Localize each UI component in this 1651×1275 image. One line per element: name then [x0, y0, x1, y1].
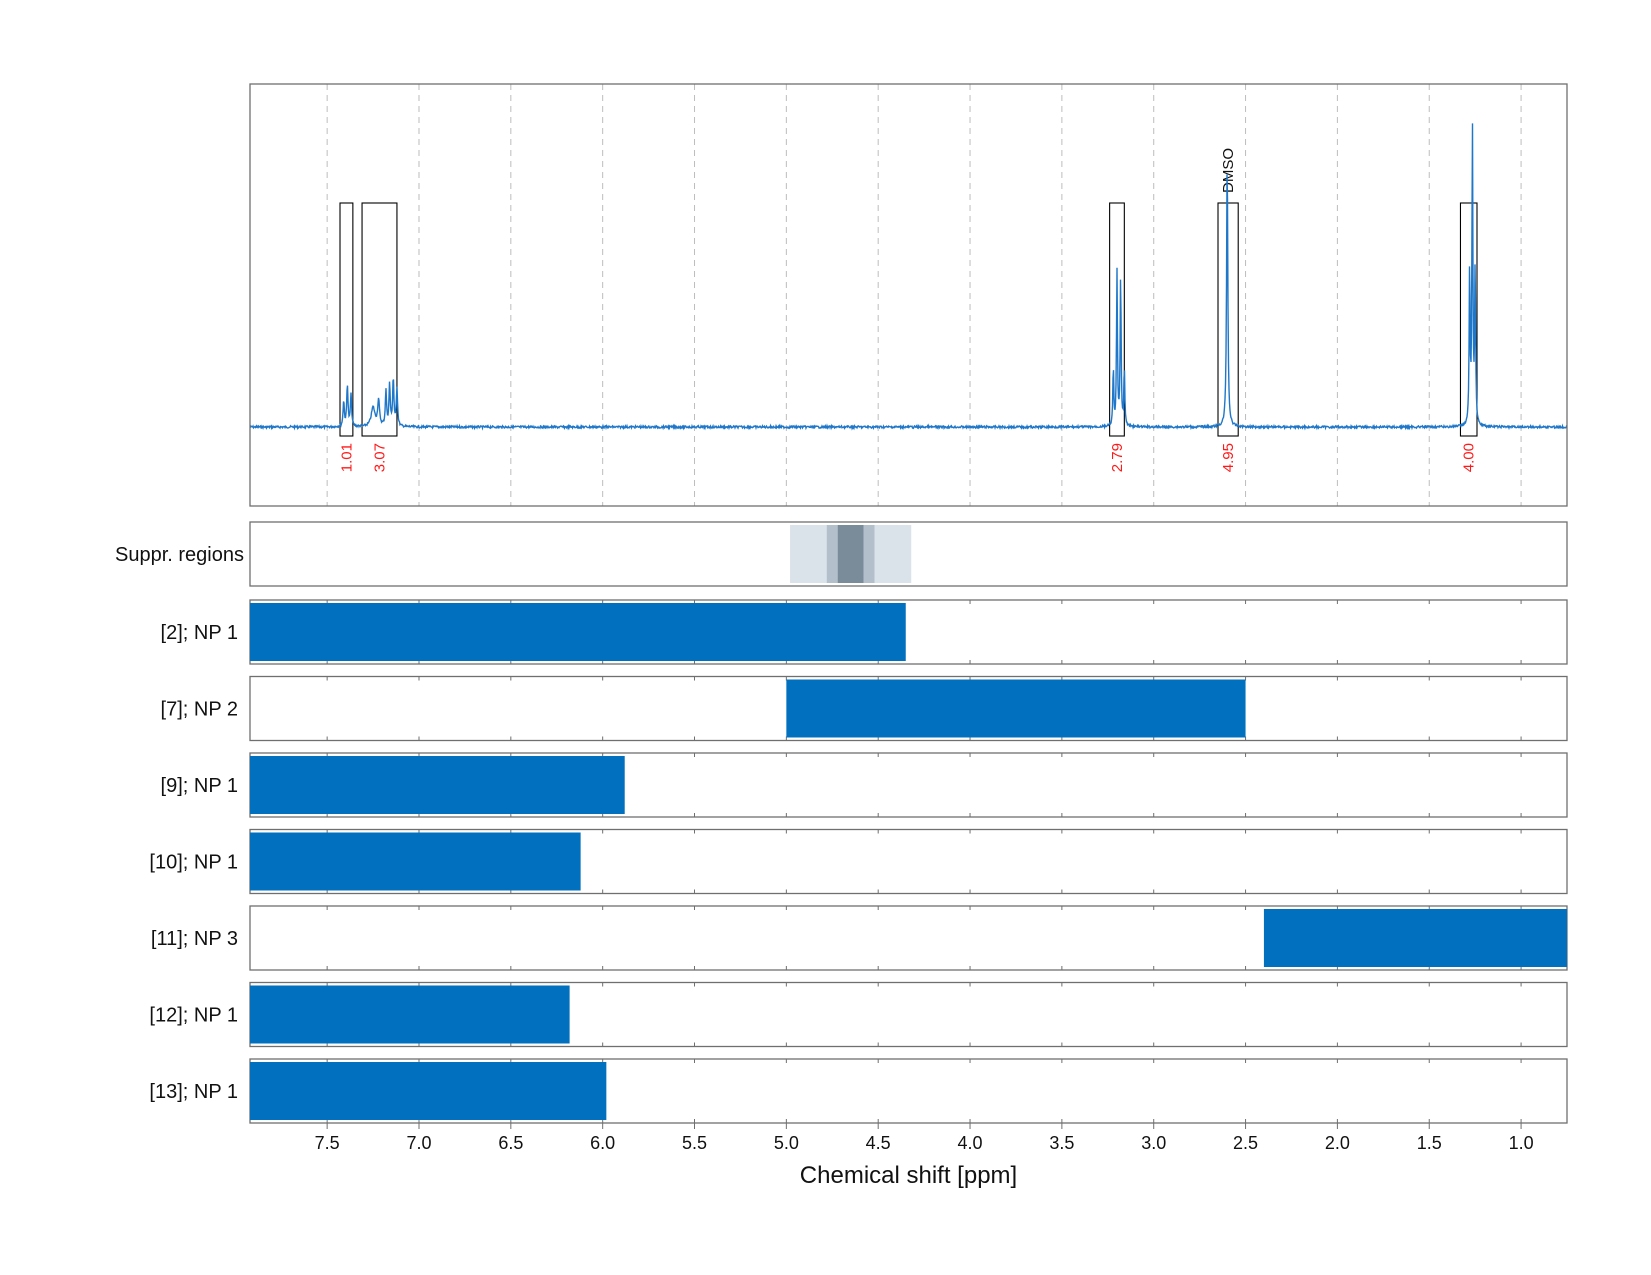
- integration-value: 4.95: [1220, 443, 1237, 472]
- row-frame: [249, 675, 1568, 742]
- x-tick-label: 2.0: [1325, 1133, 1350, 1153]
- row-label: [12]; NP 1: [149, 1005, 238, 1027]
- row-label: [13]; NP 1: [149, 1081, 238, 1103]
- x-tick-label: 6.0: [590, 1133, 615, 1153]
- suppression-frame: [249, 521, 1568, 587]
- x-tick-label: 3.5: [1049, 1133, 1074, 1153]
- integration-value: 4.00: [1461, 443, 1478, 472]
- range-bar: [1263, 909, 1567, 967]
- x-tick-label: 6.5: [498, 1133, 523, 1153]
- spectrum-frame: [249, 83, 1568, 507]
- x-tick-label: 7.0: [406, 1133, 431, 1153]
- x-tick-label: 4.0: [958, 1133, 983, 1153]
- row-label: [2]; NP 1: [161, 622, 238, 644]
- row-label: [7]; NP 2: [161, 699, 238, 721]
- row-label: [9]; NP 1: [161, 775, 238, 797]
- range-row: [2]; NP 1: [161, 599, 1568, 665]
- suppression-regions-panel: Suppr. regions: [115, 521, 1568, 587]
- range-row: [11]; NP 3: [151, 905, 1568, 971]
- suppression-regions-label: Suppr. regions: [115, 544, 244, 566]
- x-tick-label: 1.5: [1417, 1133, 1442, 1153]
- spectrum-panel: 1.01 3.07 2.79 4.95 DMSO 4.00: [249, 83, 1568, 507]
- suppression-band: [837, 525, 864, 583]
- x-tick-label: 7.5: [315, 1133, 340, 1153]
- x-tick-label: 1.0: [1509, 1133, 1534, 1153]
- integration-box: [361, 202, 398, 437]
- range-row: [12]; NP 1: [149, 981, 1568, 1048]
- range-bar: [250, 603, 906, 661]
- integration-value: 2.79: [1109, 443, 1126, 472]
- integration-box: [1459, 202, 1478, 437]
- spectrum-trace: [249, 123, 1568, 431]
- integration-value: 1.01: [338, 443, 355, 472]
- range-rows: [2]; NP 1 [7]; NP 2 [9]; NP 1 [10]; NP 1 [11…: [149, 599, 1568, 1124]
- row-label: [10]; NP 1: [149, 852, 238, 874]
- x-tick-label: 3.0: [1141, 1133, 1166, 1153]
- range-bar: [250, 832, 581, 891]
- range-bar: [250, 756, 625, 814]
- row-label: [11]; NP 3: [151, 928, 238, 950]
- range-bar: [250, 985, 570, 1044]
- x-tick-label: 2.5: [1233, 1133, 1258, 1153]
- x-axis-title: Chemical shift [ppm]: [800, 1162, 1017, 1189]
- range-row: [7]; NP 2: [161, 675, 1568, 742]
- integration-value: 3.07: [371, 443, 388, 472]
- x-tick-label: 5.0: [774, 1133, 799, 1153]
- range-bar: [786, 679, 1246, 738]
- integration-box: [339, 202, 354, 437]
- x-tick-label: 4.5: [866, 1133, 891, 1153]
- range-row: [13]; NP 1: [149, 1058, 1568, 1124]
- integration-box: [1109, 202, 1125, 437]
- peak-label-dmso: DMSO: [1220, 148, 1237, 193]
- x-axis: 7.5 7.0 6.5 6.0 5.5 5.0 4.5 4.0 3.5 3.0 2.5 2.0 1.5 1…: [315, 1123, 1534, 1153]
- range-bar: [250, 1062, 607, 1120]
- range-row: [10]; NP 1: [149, 828, 1568, 895]
- range-row: [9]; NP 1: [161, 752, 1568, 818]
- x-tick-label: 5.5: [682, 1133, 707, 1153]
